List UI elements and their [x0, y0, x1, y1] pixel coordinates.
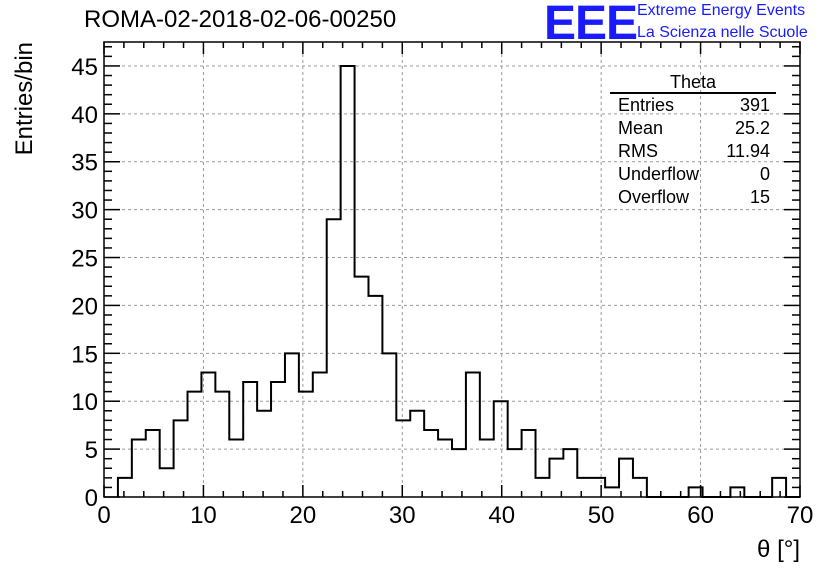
y-tick-label: 25: [71, 246, 98, 273]
stats-label: Mean: [618, 118, 664, 138]
histogram-bin: [368, 296, 382, 497]
histogram-bin: [243, 382, 257, 497]
histogram-bin: [257, 411, 271, 497]
tick-marks: [103, 42, 801, 498]
histogram-bin: [730, 487, 744, 497]
stats-row-overflow: Overflow 15: [610, 186, 776, 209]
eee-logo: EEE: [544, 0, 638, 50]
histogram-bin: [201, 372, 215, 497]
x-tick-label: 0: [97, 502, 110, 529]
histogram-bin: [132, 440, 146, 497]
histogram-bin: [536, 478, 550, 497]
y-tick-label: 30: [71, 198, 98, 225]
x-tick-label: 50: [588, 502, 615, 529]
stats-row-rms: RMS 11.94: [610, 140, 776, 163]
histogram-bin: [424, 430, 438, 497]
x-tick-label: 10: [190, 502, 217, 529]
histogram-bin: [355, 277, 369, 497]
histogram-bin: [772, 478, 786, 497]
histogram-bin: [633, 478, 647, 497]
histogram-bin: [494, 401, 508, 497]
axes: [103, 41, 801, 498]
stats-label: Underflow: [618, 164, 700, 184]
histogram-bin: [382, 353, 396, 497]
histogram-bin: [466, 372, 480, 497]
plot-title: ROMA-02-2018-02-06-00250: [84, 6, 397, 33]
stats-value: 11.94: [726, 141, 770, 161]
x-tick-label: 30: [389, 502, 416, 529]
logo-line-2: La Scienza nelle Scuole: [637, 24, 808, 41]
y-tick-label: 5: [85, 437, 98, 464]
histogram-bin: [452, 449, 466, 497]
stats-value: 391: [739, 95, 770, 115]
histogram-bin: [313, 372, 327, 497]
stats-label: Entries: [618, 95, 675, 115]
tick-labels: 0 10 20 30 40 50 60 70 0 5 10 15 20 25 30 35 40 45: [71, 54, 813, 529]
plot-frame: [103, 41, 801, 498]
histogram-bin: [508, 449, 522, 497]
histogram-bin: [285, 353, 299, 497]
x-tick-label: 60: [687, 502, 714, 529]
y-tick-label: 35: [71, 150, 98, 177]
histogram-bin: [271, 382, 285, 497]
y-tick-label: 10: [71, 389, 98, 416]
histogram-bin: [118, 478, 132, 497]
x-axis-label: θ [°]: [757, 536, 800, 563]
histogram-bin: [327, 219, 341, 497]
y-tick-label: 40: [71, 102, 98, 129]
x-tick-label: 70: [787, 502, 814, 529]
histogram-bin: [605, 487, 619, 497]
x-tick-label: 20: [290, 502, 317, 529]
stats-row-mean: Mean 25.2: [610, 117, 776, 140]
stats-value: 25.2: [734, 118, 770, 138]
stats-value: 15: [749, 187, 770, 207]
stats-value: 0: [759, 164, 770, 184]
stats-label: RMS: [618, 141, 658, 161]
histogram-bin: [188, 392, 202, 497]
stats-row-underflow: Underflow 0: [610, 163, 776, 186]
y-tick-label: 20: [71, 293, 98, 320]
histogram-bin: [396, 420, 410, 497]
histogram-bin: [299, 392, 313, 497]
histogram-bin: [410, 411, 424, 497]
histogram-bin: [591, 478, 605, 497]
histogram-bin: [480, 440, 494, 497]
y-tick-label: 45: [71, 54, 98, 81]
histogram-bin: [160, 468, 174, 497]
histogram-bin: [438, 440, 452, 497]
stats-box: Theta Entries 391 Mean 25.2 RMS 11.94 Un…: [610, 72, 776, 209]
y-axis-label: Entries/bin: [11, 42, 38, 155]
histogram-bin: [229, 440, 243, 497]
histogram-bin: [146, 430, 160, 497]
histogram-bin: [563, 449, 577, 497]
x-tick-label: 40: [488, 502, 515, 529]
logo-line-1: Extreme Energy Events: [637, 2, 806, 19]
histogram-bin: [174, 420, 188, 497]
histogram-bin: [215, 392, 229, 497]
y-tick-label: 0: [85, 485, 98, 512]
stats-label: Overflow: [618, 187, 690, 207]
y-tick-label: 15: [71, 341, 98, 368]
histogram-bin: [522, 430, 536, 497]
stats-row-entries: Entries 391: [610, 94, 776, 117]
histogram-bin: [577, 478, 591, 497]
histogram-bin: [341, 66, 355, 497]
stats-title: Theta: [610, 72, 776, 94]
